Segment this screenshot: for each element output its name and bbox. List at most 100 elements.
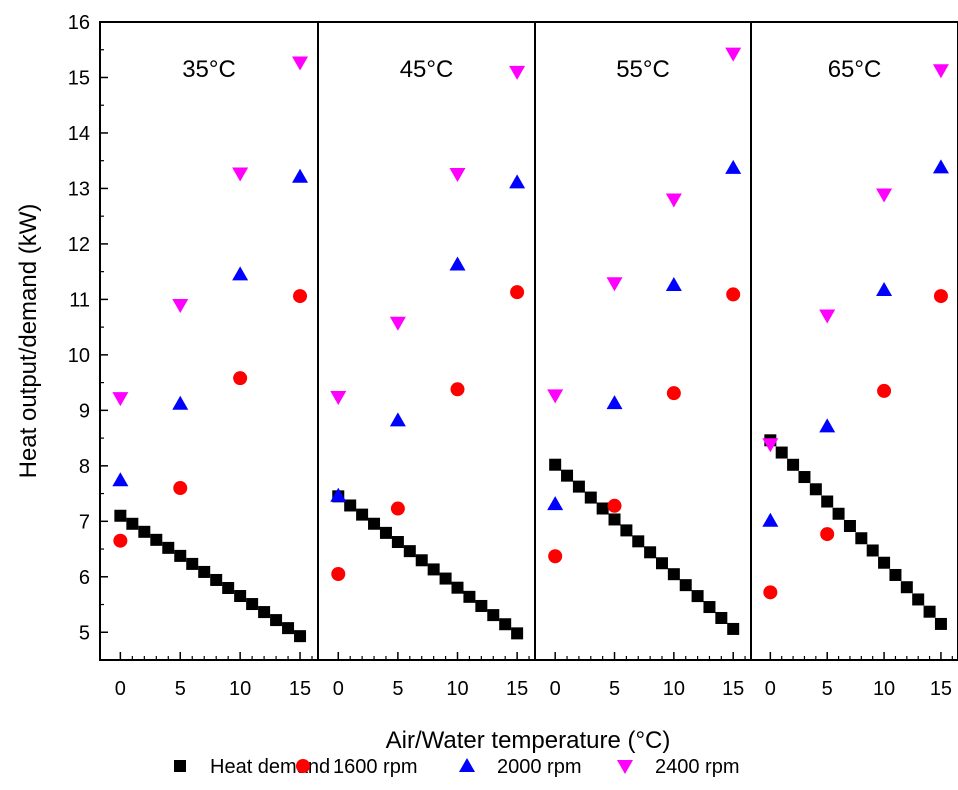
heat-demand-point (889, 568, 902, 581)
x-tick-label: 15 (506, 678, 528, 700)
heat-demand-point (843, 520, 856, 533)
point-2000-rpm (606, 395, 623, 410)
point-2400-rpm (509, 65, 526, 80)
point-2000-rpm (389, 412, 406, 427)
heat-demand-point (798, 471, 811, 484)
heat-demand-point (282, 622, 295, 635)
point-2400-rpm (762, 438, 779, 453)
point-1600-rpm (607, 498, 622, 513)
heat-demand-point (584, 491, 597, 504)
point-1600-rpm (820, 527, 835, 542)
x-tick-label: 15 (289, 678, 311, 700)
point-2400-rpm (449, 168, 466, 183)
point-2400-rpm (665, 193, 682, 208)
heat-demand-point (198, 565, 211, 578)
heat-demand-point (511, 627, 524, 640)
legend-marker-2400-rpm (617, 760, 633, 774)
heat-demand-point (934, 617, 947, 630)
x-tick-label: 10 (229, 678, 251, 700)
heat-demand-point (878, 556, 891, 569)
legend-marker-2000-rpm (459, 758, 475, 772)
point-2400-rpm (292, 56, 309, 71)
panel-label: 35°C (182, 56, 236, 83)
heat-demand-point (222, 581, 235, 594)
heat-demand-point (294, 630, 307, 643)
y-tick-label: 13 (68, 178, 90, 200)
heat-demand-point (463, 590, 476, 603)
point-2400-rpm (819, 309, 836, 324)
point-2400-rpm (876, 188, 893, 203)
heat-demand-point (270, 614, 283, 627)
y-tick-label: 5 (79, 622, 90, 644)
point-1600-rpm (390, 501, 405, 516)
point-2000-rpm (112, 472, 129, 487)
point-2400-rpm (330, 391, 347, 406)
legend-label-1600-rpm: 1600 rpm (333, 756, 418, 778)
heat-demand-point (775, 446, 788, 459)
heat-demand-point (391, 536, 404, 549)
heat-demand-point (727, 622, 740, 635)
heat-demand-point (866, 544, 879, 557)
point-2000-rpm (932, 159, 949, 174)
heat-demand-point (344, 499, 357, 512)
x-tick-label: 0 (550, 678, 561, 700)
x-tick-label: 15 (930, 678, 952, 700)
x-tick-label: 5 (392, 678, 403, 700)
point-2400-rpm (547, 389, 564, 404)
heat-demand-point (210, 573, 223, 586)
heat-demand-point (403, 545, 416, 558)
heat-demand-point (439, 572, 452, 585)
point-2000-rpm (449, 256, 466, 271)
point-1600-rpm (877, 383, 892, 398)
y-tick-label: 7 (79, 511, 90, 533)
plot-frame (99, 21, 958, 661)
heat-demand-point (900, 581, 913, 594)
point-1600-rpm (726, 287, 741, 302)
heat-demand-point (427, 563, 440, 576)
x-tick-label: 10 (663, 678, 685, 700)
x-tick-label: 0 (115, 678, 126, 700)
panel-label: 45°C (400, 56, 454, 83)
heat-demand-point (174, 549, 187, 562)
heat-demand-point (809, 483, 822, 496)
heat-demand-point (475, 599, 488, 612)
heat-demand-point (596, 502, 609, 515)
x-tick-label: 10 (873, 678, 895, 700)
point-2400-rpm (606, 277, 623, 292)
point-1600-rpm (510, 285, 525, 300)
heat-demand-point (644, 546, 657, 559)
heat-demand-point (561, 469, 574, 482)
x-axis-title: Air/Water temperature (°C) (386, 727, 671, 754)
heat-demand-point (715, 611, 728, 624)
point-2000-rpm (547, 496, 564, 511)
heat-demand-point (499, 618, 512, 631)
point-2000-rpm (725, 159, 742, 174)
heat-demand-point (258, 606, 271, 619)
x-tick-label: 0 (333, 678, 344, 700)
panel-label: 65°C (828, 56, 882, 83)
point-2000-rpm (232, 266, 249, 281)
point-2000-rpm (509, 174, 526, 189)
heat-demand-point (691, 590, 704, 603)
point-1600-rpm (293, 289, 308, 304)
heat-demand-point (572, 480, 585, 493)
point-2400-rpm (172, 298, 189, 313)
point-2000-rpm (762, 512, 779, 527)
legend-marker-heat-demand (174, 760, 186, 772)
x-tick-label: 15 (722, 678, 744, 700)
x-tick-label: 10 (446, 678, 468, 700)
point-1600-rpm (233, 371, 248, 386)
heat-demand-point (655, 557, 668, 570)
heat-demand-point (608, 513, 621, 526)
heat-demand-point (923, 605, 936, 618)
point-2400-rpm (389, 316, 406, 331)
heat-demand-point (855, 532, 868, 545)
point-2000-rpm (876, 281, 893, 296)
point-2400-rpm (725, 47, 742, 62)
x-tick-label: 0 (765, 678, 776, 700)
y-tick-label: 16 (68, 12, 90, 34)
heat-demand-point (821, 495, 834, 508)
heat-demand-point (186, 557, 199, 570)
heat-demand-point (703, 601, 716, 614)
